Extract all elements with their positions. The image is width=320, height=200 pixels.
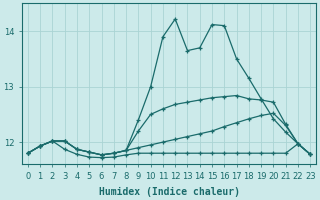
X-axis label: Humidex (Indice chaleur): Humidex (Indice chaleur) bbox=[99, 186, 240, 197]
